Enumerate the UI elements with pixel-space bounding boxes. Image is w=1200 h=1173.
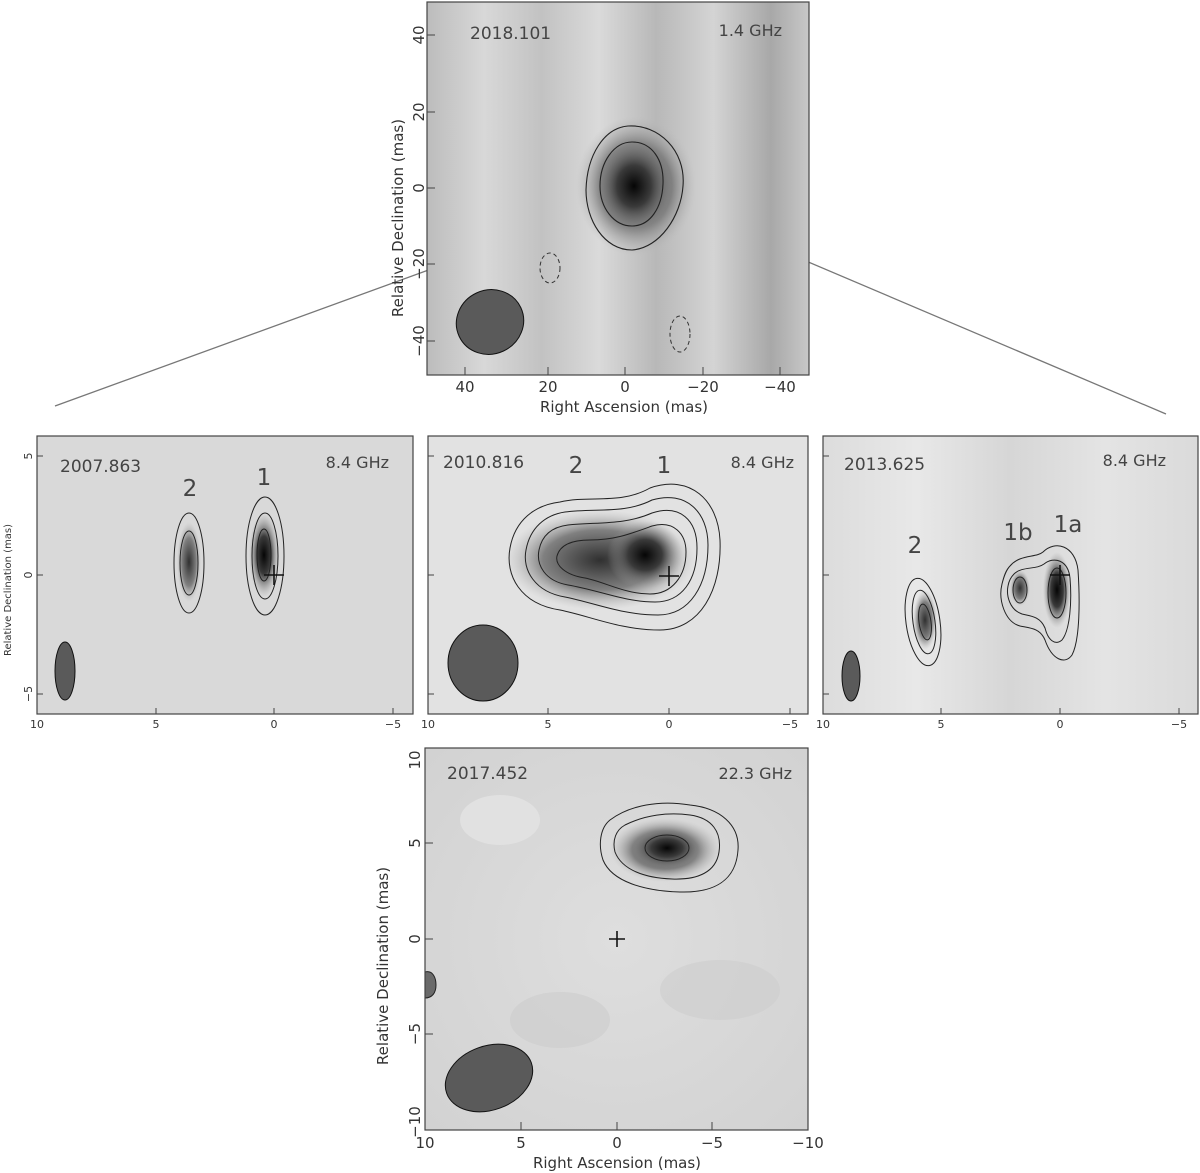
component-label-2: 2 [908,533,923,559]
frequency-label: 8.4 GHz [326,453,389,472]
contour [904,577,942,667]
x-tick-label: 10 [816,718,830,731]
component-label-1: 1 [257,465,272,491]
x-tick-label: 20 [538,378,557,396]
component-label-2: 2 [183,476,198,502]
y-tick-label: 10 [406,750,424,769]
component-label-1a: 1a [1054,512,1083,538]
negative-contour [539,252,561,284]
y-tick-label: 0 [406,934,424,944]
x-tick-label: −5 [701,1134,723,1152]
contour [256,528,272,582]
y-tick-label: 0 [22,572,35,579]
x-tick-label: 5 [545,718,552,731]
frequency-label: 8.4 GHz [731,453,794,472]
y-tick-label: 5 [22,453,35,460]
x-tick-label: 10 [415,1134,434,1152]
y-axis-title: Relative Declination (mas) [389,119,407,317]
contour-inner [644,834,690,862]
contour [1007,559,1072,643]
panel-2007-863: 2007.863 8.4 GHz 2 1 10 5 0 −5 5 0 −5 Re… [3,435,414,731]
negative-contour [669,315,691,353]
reference-cross [609,931,625,947]
reference-cross [264,565,284,585]
x-tick-label: −5 [782,718,798,731]
x-tick-label: 40 [455,378,474,396]
x-tick-label: 0 [1057,718,1064,731]
contour [613,813,721,880]
panel-2018-101: 2018.101 1.4 GHz 40 20 0 −20 −40 40 20 0… [389,1,810,416]
x-tick-label: 0 [271,718,278,731]
contour [911,589,937,655]
y-axis-title: Relative Declination (mas) [3,524,14,656]
contour [179,530,199,596]
contour [537,510,698,603]
contour-outer [599,802,739,893]
contour [1012,576,1028,604]
frequency-label: 1.4 GHz [719,21,782,40]
y-tick-label: −5 [22,686,35,702]
x-tick-label: 5 [938,718,945,731]
component-label-2: 2 [569,453,584,479]
reference-cross [659,566,679,586]
beam-ellipse [841,650,861,702]
beam-ellipse [54,641,76,701]
epoch-label: 2010.816 [443,453,524,473]
beam-ellipse [447,624,519,702]
x-tick-label: 0 [620,378,630,396]
contour-inner [599,141,664,227]
beam-ellipse [444,1043,534,1113]
beam-ellipse [455,289,525,355]
y-tick-label: −5 [406,1023,424,1045]
y-tick-label: −40 [410,325,428,357]
contour [251,512,279,600]
panel-2010-816: 2010.816 8.4 GHz 2 1 10 5 0 −5 [421,435,809,731]
epoch-label: 2018.101 [470,24,551,44]
component-label-1: 1 [657,453,672,479]
x-tick-label: −20 [687,378,719,396]
x-tick-label: 0 [612,1134,622,1152]
panel-2013-625: 2013.625 8.4 GHz 2 1b 1a 10 5 0 −5 [816,435,1199,731]
contour-outer [585,125,684,251]
frequency-label: 8.4 GHz [1103,451,1166,470]
contour-inner [556,524,687,595]
contour [173,512,205,614]
panel-2017-452: 2017.452 22.3 GHz 10 5 0 −5 −10 10 5 0 −… [374,747,824,1172]
contour-outer [508,483,721,631]
contour [524,497,709,616]
x-axis-title: Right Ascension (mas) [540,398,708,416]
x-tick-label: 5 [516,1134,526,1152]
x-tick-label: −5 [1171,718,1187,731]
component-label-1b: 1b [1003,520,1032,546]
epoch-label: 2013.625 [844,455,925,475]
x-tick-label: 0 [666,718,673,731]
x-tick-label: −10 [792,1134,824,1152]
y-tick-label: −10 [406,1106,424,1138]
x-tick-label: 10 [30,718,44,731]
y-axis-title: Relative Declination (mas) [374,867,392,1065]
y-tick-label: 20 [410,102,428,121]
contour [245,496,285,616]
epoch-label: 2007.863 [60,457,141,477]
contour-outer [1000,545,1080,661]
x-axis-title: Right Ascension (mas) [533,1154,701,1172]
x-tick-label: 10 [421,718,435,731]
x-tick-label: −40 [764,378,796,396]
y-tick-label: 40 [410,25,428,44]
contour [918,603,932,641]
x-tick-label: −5 [385,718,401,731]
x-tick-label: 5 [153,718,160,731]
reference-cross [1050,565,1070,585]
frequency-label: 22.3 GHz [718,764,792,783]
y-tick-label: 0 [410,183,428,193]
y-tick-label: −20 [410,248,428,280]
y-tick-label: 5 [406,838,424,848]
epoch-label: 2017.452 [447,764,528,784]
contour [1047,567,1067,619]
edge-contour [424,971,437,999]
